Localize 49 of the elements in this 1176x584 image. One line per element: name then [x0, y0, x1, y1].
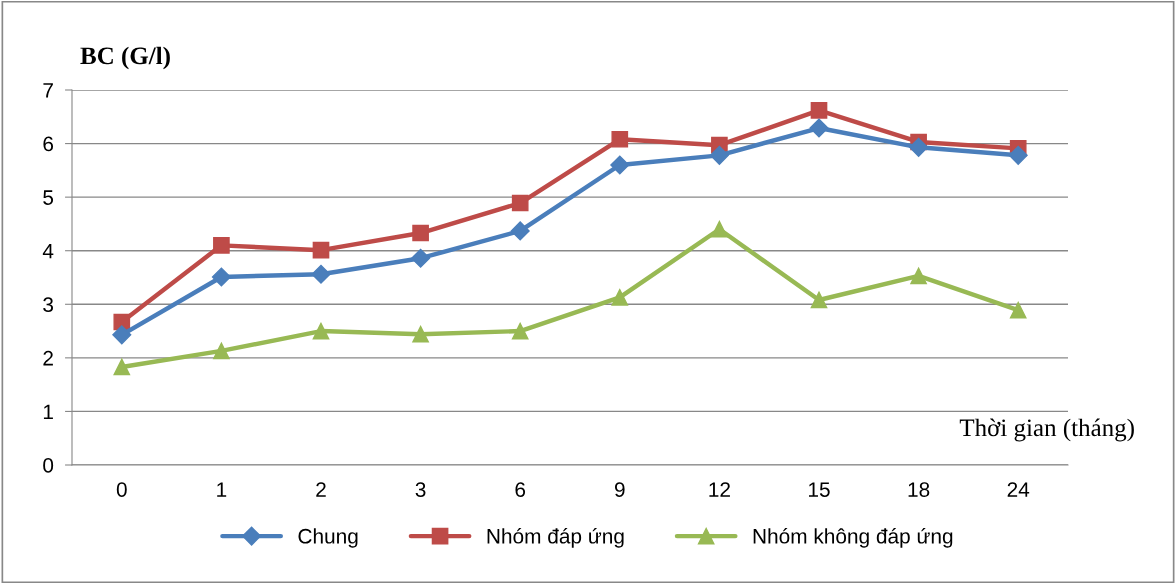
x-tick-label: 2 — [316, 482, 326, 497]
legend-label: Nhóm không đáp ứng — [753, 528, 953, 548]
x-tick-label: 15 — [809, 482, 830, 497]
point — [910, 267, 927, 285]
point — [113, 358, 131, 376]
x-tick-label: 6 — [515, 482, 526, 497]
point — [809, 118, 829, 138]
x-tick-label: 9 — [614, 482, 625, 497]
point — [611, 288, 629, 306]
point — [312, 322, 330, 340]
point — [610, 155, 630, 175]
y-tick-label: 4 — [42, 243, 54, 259]
point — [709, 145, 729, 165]
point — [412, 325, 429, 343]
x-tick-label: 1 — [217, 482, 227, 497]
point — [312, 241, 330, 259]
point — [810, 102, 828, 119]
point — [211, 267, 231, 287]
point — [711, 220, 728, 238]
x-tick-label: 0 — [116, 482, 127, 497]
point — [810, 291, 828, 309]
y-axis-title: BC (G/l) — [80, 46, 170, 70]
y-tick-label: 0 — [43, 458, 54, 473]
point — [909, 137, 929, 157]
y-tick-label: 3 — [43, 297, 54, 313]
y-tick-label: 7 — [43, 83, 53, 98]
point — [213, 342, 230, 360]
y-tick-label: 6 — [43, 136, 54, 152]
point — [311, 264, 331, 284]
legend-label: Nhóm đáp ứng — [487, 528, 624, 548]
x-tick-label: 12 — [709, 482, 730, 497]
x-tick-label: 24 — [1007, 482, 1030, 497]
point — [511, 322, 529, 340]
point — [510, 221, 530, 241]
point — [611, 130, 629, 148]
y-tick-label: 2 — [43, 350, 53, 366]
point — [411, 248, 431, 268]
point — [511, 194, 529, 212]
y-tick-label: 1 — [43, 404, 53, 419]
point — [112, 325, 132, 345]
x-tick-label: 3 — [415, 482, 426, 497]
x-axis-title: Thời gian (tháng) — [959, 418, 1134, 442]
x-tick-label: 18 — [908, 482, 930, 497]
legend-label: Chung — [298, 528, 358, 548]
point — [213, 237, 230, 254]
point — [1008, 145, 1028, 165]
y-tick-label: 5 — [43, 190, 54, 205]
point — [412, 224, 429, 242]
point — [1009, 301, 1027, 319]
